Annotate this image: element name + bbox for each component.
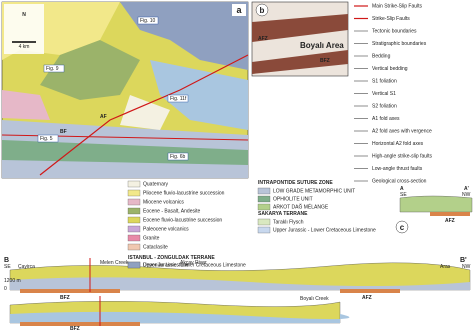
- map: N 4 km a: [1, 1, 249, 179]
- legend-label: LOW GRADE METAMORPHIC UNIT: [273, 189, 355, 195]
- north-arrow: N: [22, 12, 26, 18]
- legend-swatch: [127, 225, 141, 233]
- place-label: Melen Creek: [100, 260, 129, 266]
- panel-label: c: [400, 223, 405, 232]
- fig-box: [43, 64, 65, 73]
- legend-label: Devonian Limestone: [143, 263, 189, 269]
- section-b: [9, 258, 471, 326]
- symbol-label: Bedding: [372, 54, 391, 60]
- legend-swatch: [257, 203, 271, 211]
- legend-swatch: [127, 234, 141, 242]
- legend-label: Granite: [143, 236, 160, 242]
- fig-box: [137, 16, 159, 25]
- fig-label: Fig. 11f: [170, 96, 187, 102]
- section-end: B: [4, 257, 9, 264]
- legend-swatch: [257, 226, 271, 234]
- elev-label: 1200 m: [4, 278, 21, 284]
- zone-label: BFZ: [60, 295, 70, 301]
- legend-swatch: [127, 207, 141, 215]
- section-dir: NW: [462, 264, 471, 270]
- place-label: Çayirca: [18, 264, 35, 270]
- legend-label: ARKOT DAĞ MÉLANGE: [273, 204, 329, 211]
- legend-heading: INTRAPONTIDE SUTURE ZONE: [258, 180, 333, 186]
- symbol-label: Strike-Slip Faults: [372, 16, 410, 22]
- symbol-label: A2 fold axes with vergence: [372, 129, 432, 135]
- panel-label: a: [236, 5, 242, 15]
- place-label: Aras: [440, 264, 451, 270]
- legend-swatch: [127, 180, 141, 188]
- fig-box: [37, 134, 59, 143]
- legend-label: Taraklı Flysch: [273, 220, 304, 226]
- symbol-label: High-angle strike-slip faults: [372, 154, 433, 160]
- zone-label: AFZ: [445, 218, 455, 224]
- legend-swatch: [257, 195, 271, 203]
- symbol-label: A1 fold axes: [372, 116, 400, 122]
- symbol-label: Low-angle thrust faults: [372, 166, 423, 172]
- symbol-label: Geological cross-section: [372, 179, 427, 185]
- legend-label: Eocene fluvio-lacustrine succession: [143, 218, 222, 224]
- legend-label: Upper Jurassic - Lower Cretaceous Limest…: [273, 228, 376, 234]
- legend-swatch: [127, 216, 141, 224]
- legend-label: Cataclasite: [143, 245, 168, 251]
- legend-label: Quaternary: [143, 182, 169, 188]
- elev-label: 0: [4, 286, 7, 292]
- fig-label: Fig. 6b: [170, 154, 186, 160]
- fig-box: [167, 152, 189, 161]
- zone-label: AFZ: [258, 36, 268, 42]
- symbol-label: Stratigraphic boundaries: [372, 41, 427, 47]
- generated: Fig. 10 Fig. 9 Fig. 11f Fig. 5 Fig. 6b AF BF Qu…: [4, 4, 471, 331]
- legend-swatch: [127, 198, 141, 206]
- fig-box: [167, 94, 189, 103]
- fig-label: Fig. 5: [40, 136, 53, 142]
- section-a: c: [395, 195, 473, 234]
- section-dir: NW: [462, 192, 471, 198]
- legend-label: Upper Jurassic - Lower Cretaceous Limest…: [143, 263, 246, 269]
- place-label: Akçay River: [180, 260, 207, 266]
- symbol-label: Main Strike-Slip Faults: [372, 4, 423, 10]
- panel-label: b: [260, 6, 265, 15]
- zone-label: BFZ: [70, 326, 80, 331]
- legend-label: Miocene volcanics: [143, 200, 184, 206]
- section-end: A: [400, 186, 404, 192]
- symbol-label: S2 foliation: [372, 104, 397, 110]
- symbol-label: Tectonic boundaries: [372, 29, 417, 35]
- legend-swatch: [257, 218, 271, 226]
- symbol-label: Vertical S1: [372, 91, 396, 97]
- legend-swatch: [127, 243, 141, 251]
- fault-label: AF: [100, 114, 107, 120]
- fig-label: Fig. 9: [46, 66, 59, 72]
- panel-b: b Boyalı Area: [251, 1, 349, 77]
- section-end: B': [460, 257, 467, 264]
- legend-label: Eocene - Basalt, Andesite: [143, 209, 200, 215]
- symbol-label: Horizontal A2 fold axes: [372, 141, 424, 147]
- section-end: A': [464, 186, 469, 192]
- legend-label: Pliocene fluvio-lacustrine succession: [143, 191, 225, 197]
- legend-heading: ISTANBUL - ZONGULDAK TERRANE: [128, 255, 215, 261]
- legend-label: OPHIOLITE UNIT: [273, 197, 313, 203]
- area-label: Boyalı Area: [300, 41, 344, 50]
- fault-label: BF: [60, 129, 67, 135]
- section-dir: SE: [400, 192, 407, 198]
- section-dir: SE: [4, 264, 11, 270]
- fig-label: Fig. 10: [140, 18, 156, 24]
- legend-heading: SAKARYA TERRANE: [258, 211, 308, 217]
- legend-label: Paleocene volcanics: [143, 227, 189, 233]
- zone-label: AFZ: [362, 295, 372, 301]
- symbol-label: Vertical bedding: [372, 66, 408, 72]
- scale-label: 4 km: [19, 44, 30, 50]
- symbol-label: S1 foliation: [372, 79, 397, 85]
- place-label: Boyalı Creek: [300, 296, 329, 302]
- legend-swatch: [257, 187, 271, 195]
- legend-swatch: [127, 261, 141, 269]
- legend-swatch: [127, 189, 141, 197]
- zone-label: BFZ: [320, 58, 330, 64]
